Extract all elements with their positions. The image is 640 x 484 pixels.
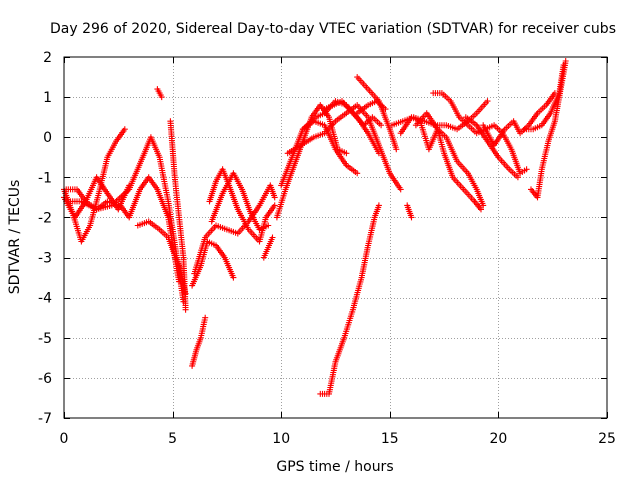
tick-layer: 0 5 10 15 20 25 -7 -6 -5 -4 -3 -2 -1 0 1 2 — [38, 50, 616, 447]
grid-layer — [64, 57, 607, 418]
series-arc-28 — [480, 90, 558, 149]
series-arc-30 — [528, 58, 569, 201]
series-arc-19 — [321, 98, 385, 129]
y-axis-label: SDTVAR / TECUs — [7, 180, 23, 295]
series-markers — [404, 202, 415, 221]
series-markers — [260, 234, 276, 261]
y-tick-label: 0 — [43, 130, 52, 146]
series-markers — [462, 114, 521, 181]
series-markers — [321, 98, 385, 129]
series-markers — [208, 170, 272, 233]
y-tick-label: 1 — [43, 90, 52, 106]
series-markers — [480, 90, 558, 149]
y-tick-label: -7 — [38, 411, 52, 427]
series-markers — [354, 98, 389, 117]
series-arc-7 — [167, 118, 189, 313]
x-tick-label: 0 — [60, 431, 69, 447]
series-markers — [528, 58, 569, 201]
series-arc-27 — [462, 114, 521, 181]
series-arc-6 — [154, 86, 165, 101]
series-layer — [61, 58, 569, 397]
series-markers — [167, 118, 189, 313]
y-tick-label: -1 — [38, 170, 52, 186]
series-arc-12 — [208, 170, 272, 233]
series-arc-18 — [317, 202, 382, 397]
series-markers — [154, 86, 165, 101]
y-tick-label: -4 — [38, 291, 52, 307]
series-markers — [317, 202, 382, 397]
series-arc-22 — [404, 202, 415, 221]
y-tick-label: -3 — [38, 251, 52, 267]
series-markers — [189, 238, 237, 289]
series-markers — [189, 314, 209, 369]
y-tick-label: 2 — [43, 50, 52, 66]
chart-title: Day 296 of 2020, Sidereal Day-to-day VTE… — [50, 21, 616, 37]
series-arc-13 — [260, 234, 276, 261]
series-arc-21 — [354, 98, 389, 117]
series-arc-5 — [134, 218, 189, 297]
series-markers — [412, 110, 484, 213]
x-tick-label: 5 — [168, 431, 177, 447]
x-tick-label: 10 — [272, 431, 290, 447]
plot-frame — [63, 56, 608, 419]
x-axis-label: GPS time / hours — [276, 459, 393, 475]
series-arc-25 — [412, 110, 484, 213]
y-tick-label: -5 — [38, 331, 52, 347]
series-arc-9 — [189, 238, 237, 289]
x-tick-label: 20 — [489, 431, 507, 447]
series-markers — [134, 218, 189, 297]
y-tick-label: -2 — [38, 210, 52, 226]
y-tick-label: -6 — [38, 371, 52, 387]
x-tick-label: 25 — [598, 431, 616, 447]
x-tick-label: 15 — [381, 431, 399, 447]
series-arc-8 — [189, 314, 209, 369]
